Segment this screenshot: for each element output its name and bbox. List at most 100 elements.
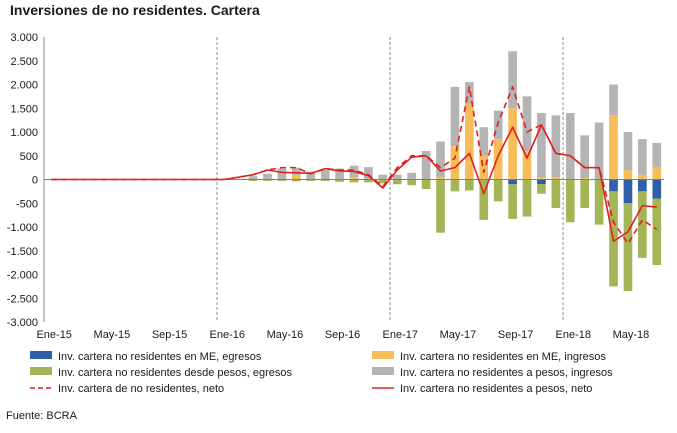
bar-3 [421,151,431,180]
bar-3 [522,96,532,151]
bar-2 [436,177,445,180]
bar-3 [407,172,416,180]
bar-3 [263,173,272,180]
bar-3 [335,168,344,180]
legend-swatch [372,351,394,359]
y-tick-label: -1.000 [7,222,38,234]
bar-1 [652,198,662,265]
bar-1 [320,179,330,181]
bar-1 [522,179,532,217]
bar-3 [609,84,618,116]
bar-3 [580,135,590,179]
bar-1 [551,179,561,208]
legend-label: Inv. cartera no residentes en ME, ingres… [400,351,606,363]
bar-2 [508,108,517,180]
bar-3 [277,168,287,180]
bar-1 [479,179,489,220]
x-tick-label: May-17 [440,329,477,341]
bar-3 [378,174,388,180]
bar-1 [292,179,301,182]
y-tick-label: 500 [20,151,38,163]
y-tick-label: 1.500 [10,103,38,115]
bar-2 [522,151,532,180]
x-tick-label: Sep-15 [152,329,187,341]
x-tick-label: Sep-17 [498,329,533,341]
bar-3 [450,86,460,147]
bar-1 [263,179,272,181]
legend-label: Inv. cartera no residentes desde pesos, … [58,367,292,379]
bar-1 [248,179,258,181]
bar-3 [623,132,633,170]
legend-label: Inv. cartera no residentes a pesos, ingr… [400,367,613,379]
legend-swatch [30,351,52,359]
y-tick-label: 2.500 [10,56,38,68]
legend-swatch [30,367,52,375]
bar-1 [465,179,474,191]
y-tick-label: 1.000 [10,127,38,139]
bar-1 [364,179,373,183]
bar-1 [277,179,287,181]
bar-2 [638,174,647,180]
chart-title: Inversiones de no residentes. Cartera [10,2,260,18]
x-tick-label: May-16 [267,329,304,341]
bar-2 [450,146,460,180]
bar-3 [479,127,489,156]
bar-1 [421,179,431,189]
series-line-5 [51,124,657,243]
bar-3 [306,171,316,180]
bar-3 [392,174,402,180]
bar-1 [335,179,344,182]
bar-1 [378,179,388,184]
y-tick-label: -2.000 [7,270,38,282]
bar-1 [407,179,416,186]
bar-0 [623,179,633,204]
bar-3 [537,113,546,178]
y-tick-label: 3.000 [10,32,38,44]
legend-label: Inv. cartera de no residentes, neto [58,383,224,395]
bar-1 [594,179,604,225]
bar-3 [436,141,445,178]
bar-3 [465,82,474,104]
y-tick-label: 0 [32,175,38,187]
bar-2 [580,178,590,180]
bar-3 [652,142,662,168]
x-tick-label: Ene-18 [556,329,591,341]
y-tick-label: -3.000 [7,317,38,329]
bar-3 [565,113,575,180]
bar-0 [638,179,647,192]
bar-2 [349,177,359,180]
bar-3 [320,170,330,180]
bar-1 [580,179,590,208]
bar-2 [465,103,474,180]
legend-label: Inv. cartera no residentes a pesos, neto [400,383,592,395]
bar-1 [349,179,359,183]
bar-0 [537,179,546,185]
bar-3 [364,167,373,180]
x-tick-label: May-15 [94,329,131,341]
bar-1 [565,179,575,223]
bar-2 [609,115,618,180]
bar-1 [638,191,647,258]
bar-2 [652,167,662,180]
bar-3 [292,167,301,175]
y-tick-label: -1.500 [7,246,38,258]
bar-3 [594,122,604,180]
x-tick-label: May-18 [613,329,650,341]
bar-2 [292,174,301,180]
bar-1 [450,179,460,192]
bar-2 [623,170,633,180]
legend-label: Inv. cartera no residentes en ME, egreso… [58,351,262,363]
bar-0 [652,179,662,199]
bar-2 [537,177,546,180]
bar-1 [508,184,517,219]
bar-3 [638,139,647,175]
bar-0 [609,179,618,192]
x-tick-label: Ene-15 [36,329,71,341]
x-tick-label: Ene-16 [209,329,244,341]
bar-2 [493,139,503,180]
bar-1 [623,203,633,292]
bar-1 [306,179,316,181]
legend-swatch [372,367,394,375]
bar-3 [508,51,517,109]
